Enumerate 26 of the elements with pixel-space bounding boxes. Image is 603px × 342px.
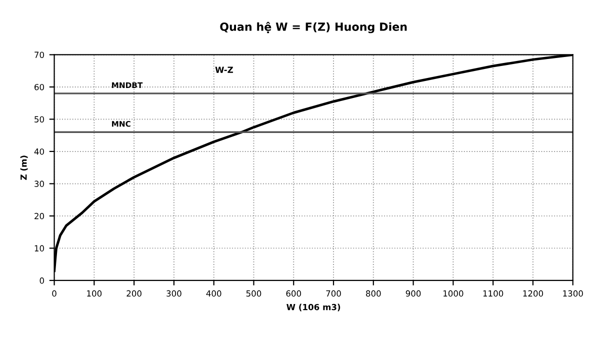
x-tick-label: 700 bbox=[326, 290, 341, 297]
y-tick-label: 20 bbox=[34, 212, 44, 220]
y-tick-label: 40 bbox=[34, 148, 44, 155]
x-axis-title: W (106 m3) bbox=[286, 304, 340, 312]
y-tick-label: 0 bbox=[40, 277, 44, 284]
x-tick-label: 1300 bbox=[563, 290, 583, 297]
x-tick-label: 900 bbox=[406, 290, 421, 297]
x-tick-label: 0 bbox=[52, 290, 56, 297]
y-tick-label: 50 bbox=[34, 116, 44, 122]
x-tick-label: 200 bbox=[126, 290, 142, 297]
x-tick-label: 400 bbox=[206, 290, 222, 297]
x-tick-label: 1200 bbox=[523, 290, 544, 297]
x-tick-label: 600 bbox=[286, 290, 302, 297]
y-tick-label: 30 bbox=[34, 180, 44, 187]
y-tick-label: 70 bbox=[34, 52, 44, 58]
x-tick-label: 800 bbox=[366, 290, 381, 297]
y-tick-label: 10 bbox=[34, 245, 44, 252]
text: W-Z bbox=[215, 66, 233, 73]
x-tick-label: 300 bbox=[166, 290, 182, 297]
chart-title: Quan hệ W = F(Z) Huong Dien bbox=[220, 22, 407, 34]
x-tick-label: 500 bbox=[246, 290, 262, 297]
x-tick-label: 1100 bbox=[483, 290, 504, 297]
y-axis-title: Z (m) bbox=[20, 156, 28, 180]
x-tick-label: 100 bbox=[87, 290, 102, 297]
x-tick-label: 1000 bbox=[443, 290, 464, 297]
y-tick-label: 60 bbox=[34, 84, 44, 90]
